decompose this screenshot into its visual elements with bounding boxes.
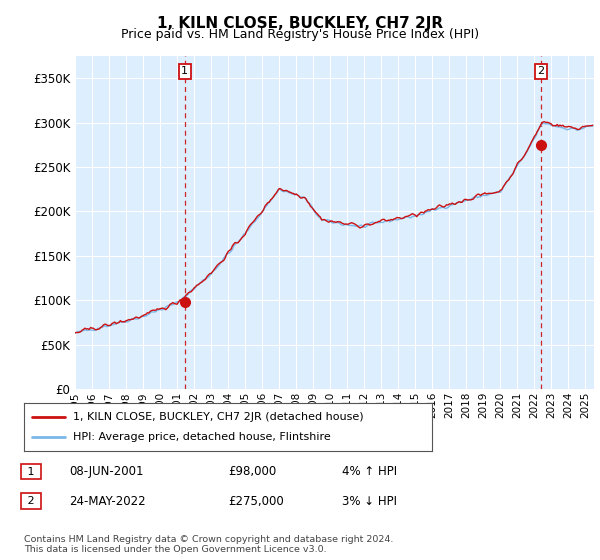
- Text: Price paid vs. HM Land Registry's House Price Index (HPI): Price paid vs. HM Land Registry's House …: [121, 28, 479, 41]
- Text: £98,000: £98,000: [228, 465, 276, 478]
- Text: HPI: Average price, detached house, Flintshire: HPI: Average price, detached house, Flin…: [73, 432, 331, 442]
- Text: £275,000: £275,000: [228, 494, 284, 508]
- Text: 1: 1: [181, 66, 188, 76]
- Text: 08-JUN-2001: 08-JUN-2001: [69, 465, 143, 478]
- Text: 1: 1: [24, 466, 38, 477]
- Text: 1, KILN CLOSE, BUCKLEY, CH7 2JR: 1, KILN CLOSE, BUCKLEY, CH7 2JR: [157, 16, 443, 31]
- Text: Contains HM Land Registry data © Crown copyright and database right 2024.
This d: Contains HM Land Registry data © Crown c…: [24, 535, 394, 554]
- Text: 1, KILN CLOSE, BUCKLEY, CH7 2JR (detached house): 1, KILN CLOSE, BUCKLEY, CH7 2JR (detache…: [73, 412, 364, 422]
- Text: 2: 2: [24, 496, 38, 506]
- Text: 24-MAY-2022: 24-MAY-2022: [69, 494, 146, 508]
- Text: 2: 2: [538, 66, 545, 76]
- Text: 3% ↓ HPI: 3% ↓ HPI: [342, 494, 397, 508]
- Text: 4% ↑ HPI: 4% ↑ HPI: [342, 465, 397, 478]
